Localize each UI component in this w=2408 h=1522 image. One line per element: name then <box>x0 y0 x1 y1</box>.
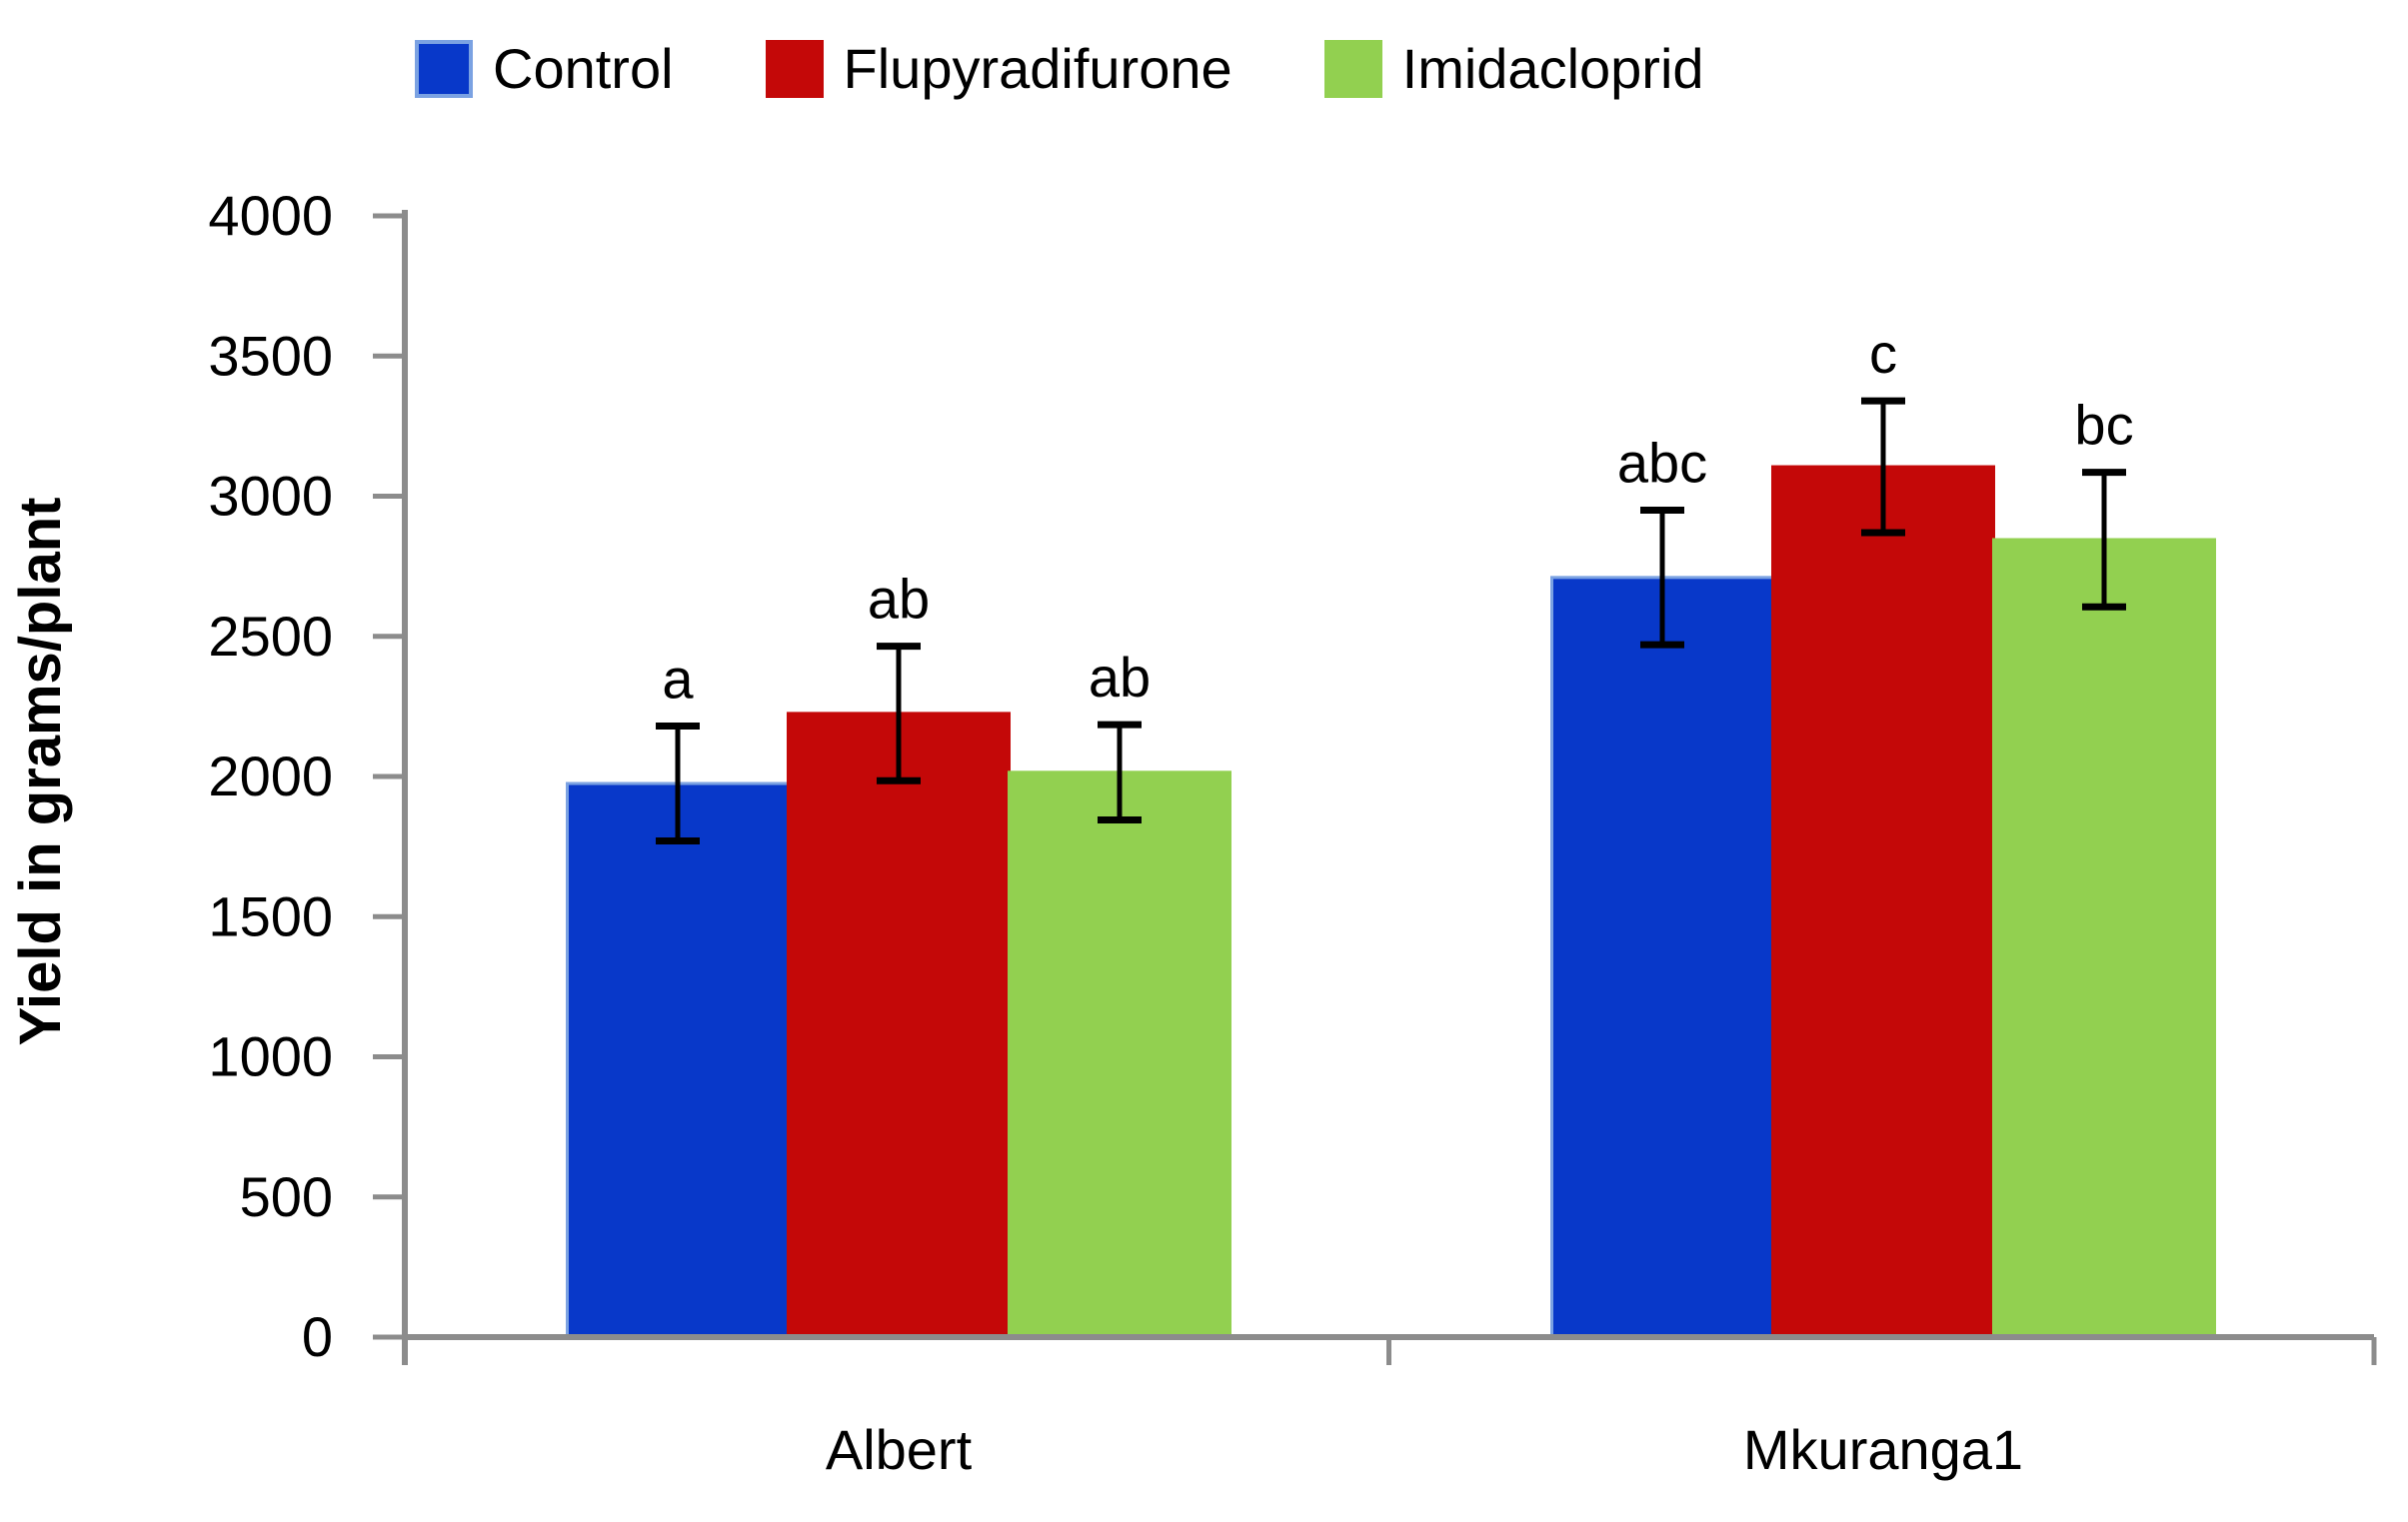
legend-label-flupyradifurone: Flupyradifurone <box>843 37 1232 100</box>
x-category-label-mkuranga1: Mkuranga1 <box>1743 1418 2023 1481</box>
sig-letter: abc <box>1617 432 1707 495</box>
bar-flupyradifurone-albert <box>787 712 1011 1339</box>
legend-item-imidacloprid: Imidacloprid <box>1323 37 1704 100</box>
bar-imidacloprid-mkuranga1 <box>1992 538 2216 1339</box>
y-tick-label: 3500 <box>208 324 333 387</box>
y-tick-label: 4000 <box>208 184 333 247</box>
sig-letter: a <box>662 648 694 711</box>
y-axis-title: Yield in grams/plant <box>8 498 73 1046</box>
legend-label-control: Control <box>493 37 674 100</box>
legend: Control Flupyradifurone Imidacloprid <box>415 40 1704 98</box>
bar-control-albert <box>566 781 790 1339</box>
y-tick-label: 3000 <box>208 465 333 528</box>
sig-letter: bc <box>2074 394 2133 457</box>
legend-item-flupyradifurone: Flupyradifurone <box>765 37 1232 100</box>
y-tick-label: 1500 <box>208 884 333 947</box>
plot-area: 05001000150020002500300035004000aabcabca… <box>208 184 2377 1368</box>
legend-swatch-control <box>415 40 473 98</box>
y-tick-label: 2500 <box>208 605 333 668</box>
legend-item-control: Control <box>415 40 674 98</box>
legend-swatch-imidacloprid <box>1323 40 1382 98</box>
sig-letter: ab <box>868 568 930 631</box>
bar-control-mkuranga1 <box>1550 576 1774 1339</box>
y-tick-label: 0 <box>302 1305 333 1368</box>
legend-swatch-flupyradifurone <box>765 40 824 98</box>
y-tick-label: 500 <box>240 1165 333 1228</box>
x-category-label-albert: Albert <box>826 1418 973 1481</box>
y-tick-label: 2000 <box>208 745 333 807</box>
legend-label-imidacloprid: Imidacloprid <box>1401 37 1704 100</box>
sig-letter: ab <box>1089 646 1151 709</box>
bar-flupyradifurone-mkuranga1 <box>1771 465 1995 1339</box>
sig-letter: c <box>1869 322 1897 385</box>
bar-imidacloprid-albert <box>1008 770 1231 1339</box>
y-tick-label: 1000 <box>208 1025 333 1088</box>
